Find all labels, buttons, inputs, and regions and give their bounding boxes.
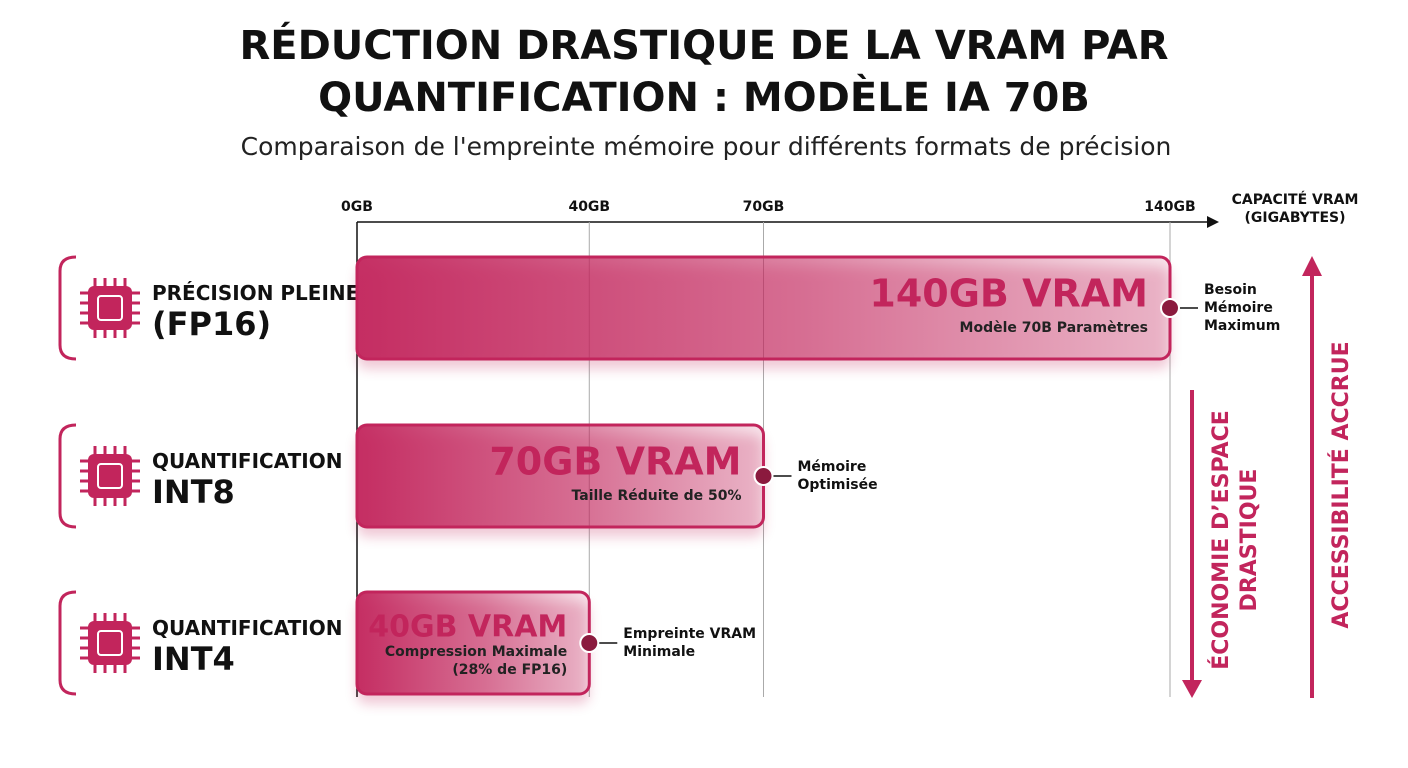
- annotation: Empreinte VRAM Minimale: [623, 626, 756, 660]
- chart-title: RÉDUCTION DRASTIQUE DE LA VRAM PAR QUANTI…: [239, 21, 1168, 121]
- category-label: QUANTIFICATION INT8: [152, 449, 342, 512]
- x-axis-label: CAPACITÉ VRAM (GIGABYTES): [1232, 191, 1359, 226]
- bar-note: Modèle 70B Paramètres: [960, 320, 1148, 336]
- chip-core: [97, 630, 123, 656]
- chip-icon: [88, 286, 132, 330]
- bracket: [58, 590, 77, 696]
- value-label: 70GB VRAM: [489, 440, 741, 484]
- x-tick-label: 40GB: [568, 199, 610, 215]
- arrow-head: [1302, 256, 1322, 276]
- chip-core: [97, 295, 123, 321]
- end-dot: [579, 633, 600, 653]
- chip-icon: [88, 621, 132, 665]
- side-label: ACCESSIBILITÉ ACCRUE: [1328, 341, 1354, 628]
- bracket: [58, 255, 77, 361]
- chart-subtitle: Comparaison de l'empreinte mémoire pour …: [241, 132, 1172, 161]
- annotation: Besoin Mémoire Maximum: [1204, 282, 1280, 334]
- category-label: QUANTIFICATION INT4: [152, 616, 342, 679]
- x-tick-label: 0GB: [341, 199, 373, 215]
- bracket: [58, 423, 77, 529]
- category-label: PRÉCISION PLEINE (FP16): [152, 281, 359, 344]
- end-dot: [1160, 298, 1180, 318]
- value-label: 40GB VRAM: [368, 610, 567, 645]
- side-label: ÉCONOMIE D’ESPACE DRASTIQUE: [1208, 410, 1262, 670]
- chip-icon: [88, 454, 132, 498]
- axis-arrow: [1207, 216, 1219, 228]
- bar-note: Taille Réduite de 50%: [572, 488, 742, 504]
- chip-core: [97, 463, 123, 489]
- annotation: Mémoire Optimisée: [798, 459, 878, 493]
- value-label: 140GB VRAM: [869, 272, 1148, 316]
- end-dot: [753, 466, 774, 486]
- bar-note: Compression Maximale (28% de FP16): [385, 644, 567, 678]
- x-tick-label: 70GB: [743, 199, 785, 215]
- arrow-head: [1182, 680, 1202, 698]
- x-tick-label: 140GB: [1144, 199, 1195, 215]
